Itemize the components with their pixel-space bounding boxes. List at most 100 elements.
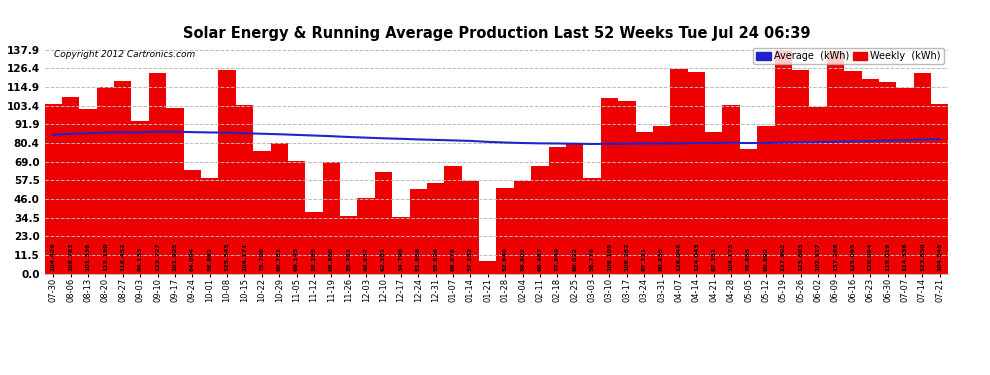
Text: Copyright 2012 Cartronics.com: Copyright 2012 Cartronics.com	[53, 50, 195, 59]
Bar	[445, 166, 461, 274]
Bar	[705, 132, 723, 274]
Title: Solar Energy & Running Average Production Last 52 Weeks Tue Jul 24 06:39: Solar Energy & Running Average Productio…	[183, 26, 810, 40]
Text: 106.282: 106.282	[625, 243, 630, 272]
Bar	[844, 70, 861, 274]
Bar	[653, 126, 670, 274]
Text: 66.487: 66.487	[538, 247, 543, 272]
Bar	[914, 73, 931, 274]
Bar	[183, 170, 201, 274]
Bar	[670, 69, 688, 274]
Text: 80.781: 80.781	[277, 247, 282, 272]
Bar	[827, 51, 844, 274]
Text: 68.860: 68.860	[329, 247, 334, 272]
Text: 94.133: 94.133	[138, 247, 143, 272]
Text: 62.581: 62.581	[381, 247, 386, 272]
Text: 51.958: 51.958	[416, 247, 421, 272]
Bar	[45, 104, 62, 274]
Text: 55.826: 55.826	[434, 247, 439, 272]
Bar	[461, 181, 479, 274]
Bar	[810, 107, 827, 274]
Text: 75.700: 75.700	[259, 248, 264, 272]
Bar	[896, 88, 914, 274]
Bar	[410, 189, 427, 274]
Text: 123.650: 123.650	[920, 243, 925, 272]
Bar	[219, 70, 236, 274]
Text: 66.078: 66.078	[450, 247, 455, 272]
Text: 64.094: 64.094	[190, 247, 195, 272]
Text: 104.171: 104.171	[242, 243, 247, 272]
Bar	[132, 121, 148, 274]
Text: 125.545: 125.545	[225, 243, 230, 272]
Bar	[427, 183, 445, 274]
Text: 69.145: 69.145	[294, 247, 299, 272]
Text: 125.603: 125.603	[798, 243, 803, 272]
Bar	[288, 162, 305, 274]
Bar	[757, 126, 774, 274]
Text: 118.019: 118.019	[885, 243, 890, 272]
Bar	[792, 70, 810, 274]
Text: 90.892: 90.892	[763, 247, 768, 272]
Text: 76.855: 76.855	[746, 247, 751, 272]
Bar	[723, 105, 740, 274]
Text: 80.022: 80.022	[572, 248, 577, 272]
Bar	[97, 87, 114, 274]
Bar	[774, 50, 792, 274]
Bar	[236, 105, 253, 274]
Text: 101.925: 101.925	[172, 243, 177, 272]
Text: 104.175: 104.175	[729, 243, 734, 272]
Text: 101.336: 101.336	[85, 243, 90, 272]
Text: 124.043: 124.043	[694, 243, 699, 272]
Text: 87.351: 87.351	[711, 247, 716, 272]
Bar	[861, 79, 879, 274]
Text: 87.221: 87.221	[642, 247, 646, 272]
Text: 123.727: 123.727	[155, 243, 160, 272]
Text: 56.802: 56.802	[520, 247, 525, 272]
Text: 35.761: 35.761	[346, 247, 351, 272]
Text: 114.336: 114.336	[903, 243, 908, 272]
Bar	[740, 149, 757, 274]
Text: 104.429: 104.429	[50, 243, 55, 272]
Text: 58.776: 58.776	[590, 247, 595, 272]
Bar	[931, 104, 948, 274]
Bar	[601, 98, 618, 274]
Bar	[532, 166, 548, 274]
Bar	[879, 82, 896, 274]
Bar	[79, 109, 97, 274]
Bar	[305, 211, 323, 274]
Text: 108.783: 108.783	[68, 243, 73, 272]
Bar	[62, 97, 79, 274]
Bar	[323, 162, 340, 274]
Text: 57.282: 57.282	[468, 247, 473, 272]
Text: 108.105: 108.105	[607, 243, 612, 272]
Bar	[340, 216, 357, 274]
Legend: Average  (kWh), Weekly  (kWh): Average (kWh), Weekly (kWh)	[753, 48, 943, 64]
Text: 52.640: 52.640	[503, 247, 508, 272]
Text: 125.095: 125.095	[850, 243, 855, 272]
Text: 137.268: 137.268	[833, 243, 838, 272]
Text: 104.545: 104.545	[938, 243, 942, 272]
Bar	[618, 101, 636, 274]
Bar	[583, 178, 601, 274]
Bar	[375, 172, 392, 274]
Bar	[270, 142, 288, 274]
Text: 126.046: 126.046	[676, 243, 681, 272]
Text: 90.935: 90.935	[659, 247, 664, 272]
Text: 118.452: 118.452	[120, 243, 126, 272]
Text: 115.180: 115.180	[103, 243, 108, 272]
Bar	[148, 73, 166, 274]
Bar	[688, 72, 705, 274]
Text: 102.517: 102.517	[816, 243, 821, 272]
Bar	[392, 217, 410, 274]
Bar	[166, 108, 183, 274]
Bar	[497, 188, 514, 274]
Text: 77.849: 77.849	[554, 247, 559, 272]
Bar	[566, 144, 583, 274]
Text: 137.902: 137.902	[781, 243, 786, 272]
Bar	[357, 198, 375, 274]
Bar	[253, 151, 270, 274]
Text: 34.796: 34.796	[398, 247, 403, 272]
Bar	[636, 132, 653, 274]
Text: 46.937: 46.937	[363, 247, 368, 272]
Text: 120.094: 120.094	[867, 243, 873, 272]
Bar	[479, 261, 496, 274]
